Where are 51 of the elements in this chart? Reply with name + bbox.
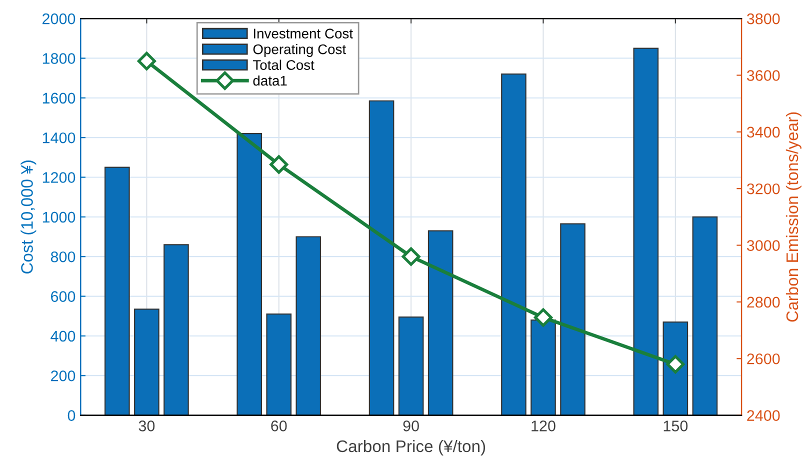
- legend-label: Investment Cost: [254, 28, 353, 38]
- legend-label: Operating Cost: [253, 44, 346, 57]
- bar: [428, 230, 454, 416]
- y2-tick-label: 2800: [747, 296, 780, 308]
- x-tick-label: 30: [138, 420, 155, 432]
- y2-tick-label: 3000: [746, 240, 780, 251]
- bar: [266, 314, 292, 416]
- y2-tick-label: 3200: [746, 183, 780, 194]
- bar: [692, 216, 718, 416]
- legend-label: data1: [253, 75, 287, 86]
- bar: [134, 308, 160, 416]
- x-axis-title: Carbon Price (¥/ton): [336, 440, 486, 456]
- bar: [662, 321, 688, 416]
- y2-tick-label: 3600: [746, 70, 780, 81]
- y-tick-label: 200: [51, 370, 76, 382]
- bar: [368, 100, 394, 416]
- y-tick-label: 2000: [42, 13, 76, 24]
- y-tick-label: 1200: [42, 172, 76, 183]
- bar: [236, 133, 262, 416]
- point: [534, 308, 552, 327]
- point: [137, 52, 156, 70]
- x-tick-label: 60: [271, 420, 287, 432]
- y-tick-label: 1600: [42, 92, 76, 104]
- bar: [501, 74, 526, 416]
- y2-tick-label: 2400: [747, 410, 780, 421]
- bar: [560, 223, 586, 416]
- y-axis-title: Cost (10,000 ¥): [20, 160, 36, 274]
- y2-tick-label: 3400: [746, 126, 780, 138]
- point: [666, 355, 685, 374]
- point: [270, 155, 288, 174]
- y2-tick-label: 2600: [747, 353, 780, 364]
- x-tick-label: 150: [664, 420, 688, 432]
- x-tick-label: 90: [403, 420, 419, 432]
- y-tick-label: 0: [68, 410, 76, 421]
- y2-tick-label: 3800: [746, 13, 780, 24]
- bar: [104, 166, 130, 416]
- y-tick-label: 800: [50, 251, 76, 262]
- bar: [398, 316, 424, 416]
- y2-axis-title: Carbon Emission (tons/year): [786, 112, 802, 322]
- y-tick-label: 1000: [42, 212, 76, 223]
- point: [402, 247, 420, 266]
- bar: [296, 236, 322, 416]
- bar: [164, 244, 189, 416]
- bar: [530, 320, 556, 416]
- y-tick-label: 600: [51, 291, 76, 302]
- y-tick-label: 400: [50, 330, 76, 342]
- bar: [633, 48, 659, 416]
- x-tick-label: 120: [532, 420, 556, 432]
- y-tick-label: 1800: [42, 53, 76, 64]
- legend-label: Total Cost: [252, 60, 314, 70]
- y-tick-label: 1400: [42, 132, 76, 144]
